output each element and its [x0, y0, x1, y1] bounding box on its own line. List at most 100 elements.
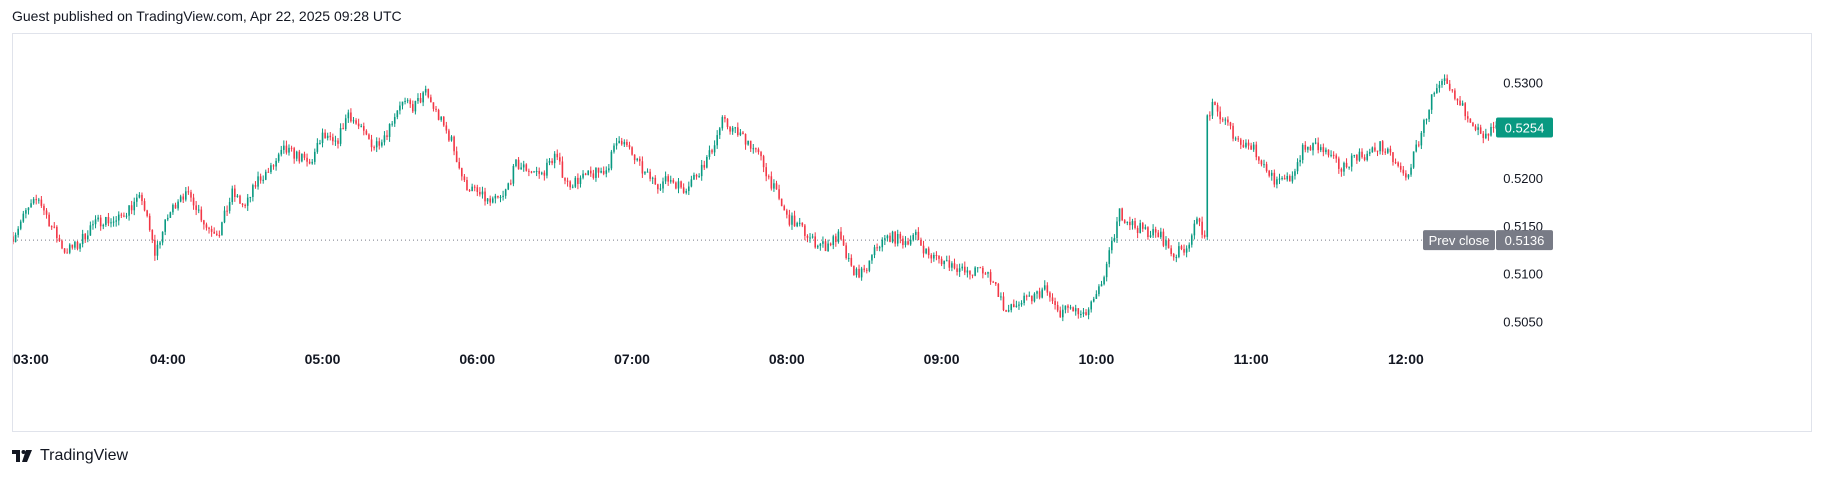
candle [316, 138, 319, 154]
candle [1247, 139, 1250, 150]
candle [463, 174, 466, 183]
candle [1255, 141, 1258, 161]
candle [267, 167, 270, 173]
candle [667, 174, 669, 186]
candle [393, 113, 396, 127]
candle [37, 197, 40, 204]
candle [1031, 295, 1033, 305]
candle [669, 175, 672, 184]
candle [234, 184, 236, 202]
candle [1474, 124, 1477, 132]
candle [1147, 226, 1149, 240]
candle [275, 158, 277, 171]
candle [298, 149, 301, 164]
candle [989, 269, 992, 285]
candle [1317, 137, 1319, 154]
candle [1126, 221, 1129, 226]
candle [855, 267, 858, 278]
candle [1193, 219, 1196, 240]
candle [914, 229, 917, 241]
candle [927, 246, 930, 259]
candle [1312, 142, 1314, 156]
candle [675, 181, 677, 190]
candle [1103, 275, 1105, 286]
candle [1338, 156, 1340, 174]
candle [1149, 230, 1152, 238]
candle [876, 243, 878, 252]
candle [484, 187, 486, 206]
candle [1374, 142, 1376, 153]
candle [1131, 218, 1134, 230]
candle [685, 188, 688, 195]
x-tick-label: 12:00 [1388, 351, 1424, 367]
last-price-tag: 0.5254 [1496, 117, 1553, 138]
prev-close-tag: Prev close 0.5136 [1423, 230, 1553, 251]
candle [128, 205, 130, 221]
candle [589, 166, 592, 177]
candle [1417, 141, 1420, 148]
candle [159, 240, 161, 249]
candle [574, 176, 577, 189]
candle [1206, 114, 1209, 241]
candle [1025, 294, 1028, 301]
candle [1358, 148, 1361, 162]
candle [865, 267, 868, 274]
candle [22, 210, 25, 223]
candle [417, 93, 419, 104]
candle [1477, 123, 1479, 136]
candle [816, 244, 819, 249]
y-tick-label: 0.5100 [1503, 267, 1543, 282]
candle [130, 200, 133, 215]
candle [1276, 176, 1278, 189]
candle [1371, 146, 1374, 153]
candle [1307, 146, 1309, 153]
candle [1469, 118, 1472, 123]
candle [1067, 304, 1069, 313]
candle [641, 156, 644, 178]
candle [138, 192, 141, 199]
candle [525, 163, 528, 172]
candle [285, 140, 288, 155]
candle [760, 150, 762, 161]
candle [1005, 309, 1007, 313]
candle [561, 156, 564, 178]
candle [577, 173, 579, 190]
tradingview-logo[interactable]: TradingView [12, 447, 128, 465]
candle [602, 166, 605, 176]
candle [412, 100, 414, 114]
candle [1105, 261, 1108, 282]
candle [56, 225, 58, 243]
candle [200, 206, 203, 223]
candle [324, 129, 326, 139]
candle [711, 148, 713, 155]
candle [804, 223, 806, 241]
candle [1196, 216, 1198, 225]
candle [1294, 168, 1296, 180]
candle [290, 145, 293, 152]
candle [1348, 166, 1350, 170]
y-tick-label: 0.5300 [1503, 76, 1543, 91]
candlestick-chart[interactable]: 03:00 04:00 05:00 06:00 07:00 08:00 09:00 10:00… [13, 34, 1813, 433]
candle [664, 171, 667, 185]
candle [1160, 227, 1162, 240]
candle [940, 256, 943, 267]
candle [1198, 217, 1201, 227]
candle [912, 233, 915, 242]
candle [1219, 106, 1221, 124]
candle [708, 145, 711, 160]
candle [1180, 244, 1183, 251]
candle [13, 231, 14, 245]
candle [951, 261, 953, 272]
candle [899, 231, 902, 244]
candle [902, 235, 904, 249]
x-tick-label: 05:00 [305, 351, 341, 367]
candle [1095, 290, 1098, 299]
candle [264, 169, 267, 181]
chart-pane[interactable]: 03:00 04:00 05:00 06:00 07:00 08:00 09:00 10:00… [12, 33, 1812, 432]
candle [889, 232, 891, 243]
candle [303, 151, 306, 161]
candle [102, 223, 105, 230]
candle [14, 232, 17, 243]
candle [68, 243, 71, 255]
candle [1134, 217, 1136, 230]
